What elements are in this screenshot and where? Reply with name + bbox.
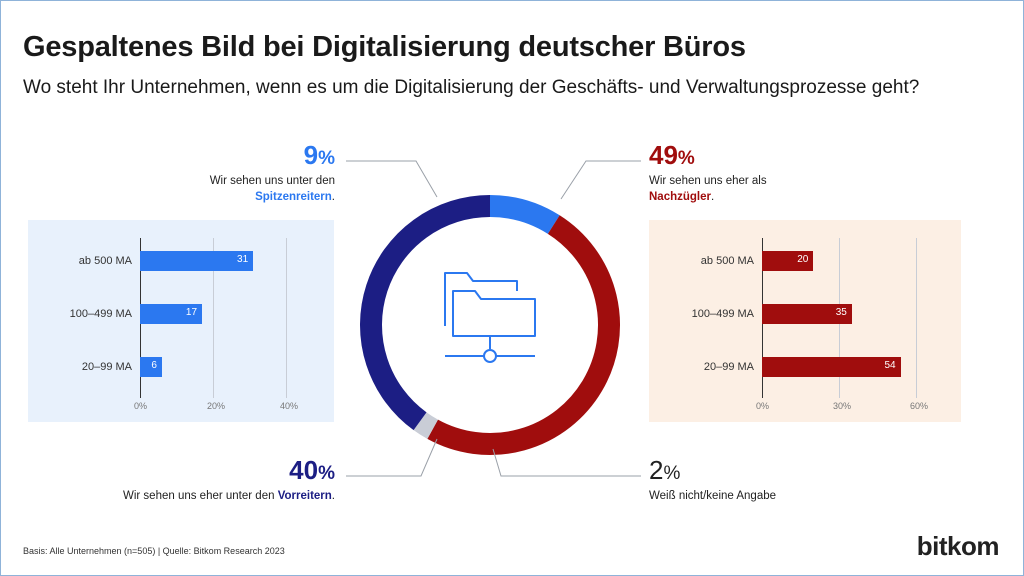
pct-spitzenreiter: 9%	[303, 140, 335, 170]
bar-panel-nachzuegler: 0% 30% 60% ab 500 MA 20 100–499 MA 35 20–99 MA 5…	[649, 220, 961, 422]
bar: 31	[140, 251, 254, 271]
connector-spitzenreiter	[346, 160, 438, 198]
bar-panel-spitzenreiter: 0% 20% 40% ab 500 MA 31 100–499 MA 17 20–99 MA 6	[28, 220, 334, 422]
bar-category-label: 20–99 MA	[703, 361, 754, 373]
bar: 20	[762, 251, 814, 271]
footer-source: Basis: Alle Unternehmen (n=505) | Quelle…	[23, 546, 285, 556]
bar: 6	[140, 357, 162, 377]
bar: 54	[762, 357, 901, 377]
bar-category-label: 20–99 MA	[81, 361, 132, 373]
pct-nachzuegler: 49%	[649, 140, 695, 170]
bitkom-logo: bitkom	[916, 531, 1000, 561]
connector-keine-angabe	[492, 448, 641, 477]
x-tick-label: 30%	[833, 401, 852, 411]
callout-keine-angabe-text: Weiß nicht/keine Angabe	[649, 490, 777, 502]
donut-segments	[360, 195, 620, 455]
connector-lines	[346, 160, 641, 477]
x-tick-label: 60%	[910, 401, 929, 411]
x-tick-label: 40%	[280, 401, 299, 411]
callout-nachzuegler: 49% Wir sehen uns eher als Nachzügler.	[649, 140, 767, 203]
connector-nachzuegler	[560, 160, 641, 200]
bar-value-label: 17	[185, 307, 198, 318]
bar-value-label: 54	[884, 360, 896, 371]
gridline	[916, 238, 917, 398]
callout-spitzenreiter-text: Wir sehen uns unter den	[209, 175, 335, 187]
pct-vorreiter: 40%	[289, 455, 335, 485]
bar-value-label: 31	[237, 254, 249, 265]
gridline	[286, 238, 287, 398]
x-tick-label: 20%	[207, 401, 226, 411]
callout-vorreiter-text: Wir sehen uns eher unter den	[122, 490, 278, 502]
connector-vorreiter	[346, 438, 438, 477]
callout-nachzuegler-keyword: Nachzügler	[649, 191, 711, 203]
callout-vorreiter-keyword: Vorreitern	[277, 490, 332, 502]
bar: 35	[762, 304, 852, 324]
bar-category-label: 100–499 MA	[691, 308, 754, 320]
page-title: Gespaltenes Bild bei Digitalisierung deu…	[23, 31, 746, 63]
donut-segment-weiß-nicht-keine-angabe	[413, 412, 439, 439]
bar-value-label: 35	[835, 307, 847, 318]
callout-vorreiter: 40% Wir sehen uns eher unter den Vorreit…	[35, 456, 335, 504]
callout-spitzenreiter-keyword: Spitzenreitern	[255, 191, 332, 203]
folder-network-icon	[444, 272, 536, 363]
page-subtitle: Wo steht Ihr Unternehmen, wenn es um die…	[23, 77, 920, 98]
callout-nachzuegler-text: Wir sehen uns eher als	[649, 175, 767, 187]
x-tick-label: 0%	[134, 401, 148, 411]
bar-value-label: 20	[797, 254, 809, 265]
donut-segment-vorreiter	[360, 195, 491, 431]
bar-category-label: 100–499 MA	[69, 308, 132, 320]
donut-segment-nachzügler	[427, 215, 620, 455]
pct-keine-angabe: 2%	[649, 455, 681, 485]
bar-category-label: ab 500 MA	[700, 255, 754, 267]
gridline	[213, 238, 214, 398]
bar-category-label: ab 500 MA	[78, 255, 132, 267]
donut-segment-spitzenreiter	[489, 195, 560, 234]
callout-keine-angabe: 2% Weiß nicht/keine Angabe	[649, 456, 776, 504]
callout-spitzenreiter: 9% Wir sehen uns unter den Spitzenreiter…	[115, 141, 335, 205]
x-tick-label: 0%	[756, 401, 770, 411]
bar: 17	[140, 304, 203, 324]
bar-value-label: 6	[151, 360, 157, 371]
